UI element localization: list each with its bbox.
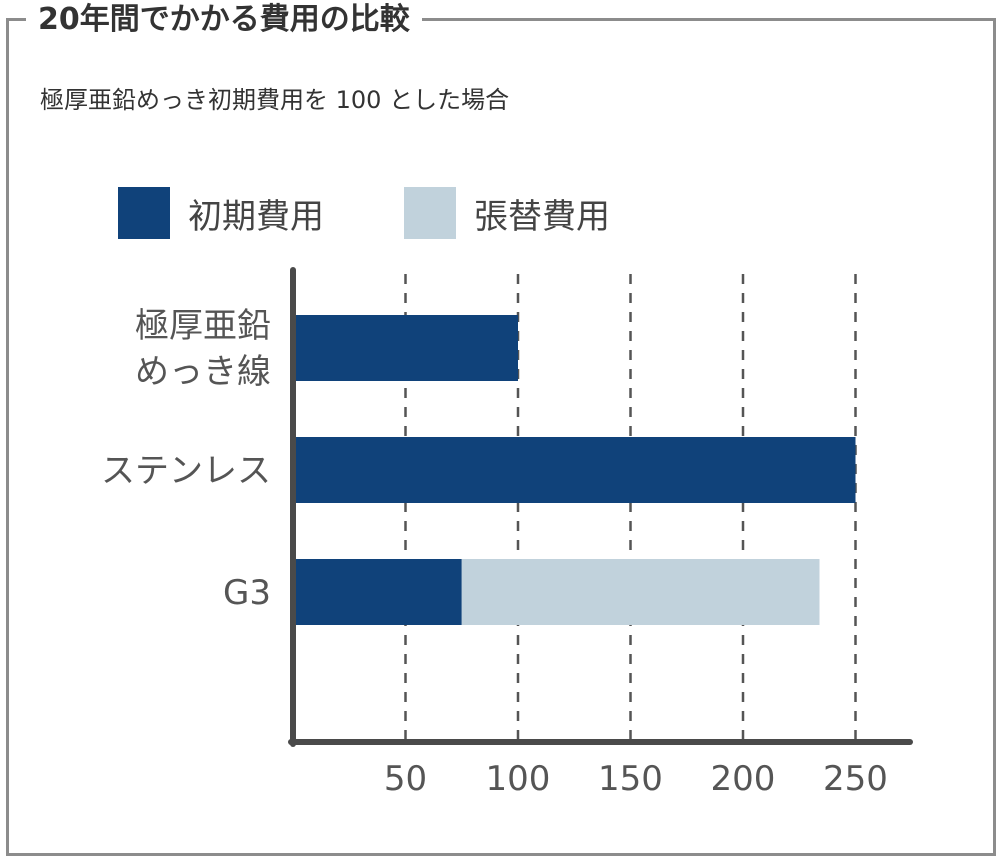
chart-title: 20年間でかかる費用の比較	[26, 0, 422, 40]
legend-swatch-initial	[118, 187, 170, 239]
x-tick-label-50: 50	[384, 759, 427, 799]
bar-1-series-0	[293, 437, 856, 503]
legend-label-initial: 初期費用	[188, 196, 324, 237]
legend-swatch-replacement	[404, 187, 456, 239]
category-label-1-line-0: ステンレス	[101, 451, 271, 491]
bar-2-series-1	[461, 559, 820, 625]
chart-frame	[6, 18, 996, 856]
x-tick-label-250: 250	[823, 759, 888, 799]
legend-label-replacement: 張替費用	[474, 196, 610, 237]
x-tick-label-150: 150	[598, 759, 663, 799]
legend-item-initial: 初期費用	[118, 186, 324, 240]
bar-2-series-0	[293, 559, 462, 625]
legend-item-replacement: 張替費用	[404, 186, 610, 240]
category-label-2-line-0: G3	[223, 573, 271, 613]
category-label-0-line-0: 極厚亜鉛	[135, 306, 271, 346]
category-label-0-line-1: めっき線	[135, 352, 271, 392]
chart-subtitle: 極厚亜鉛めっき初期費用を 100 とした場合	[40, 86, 510, 114]
x-tick-label-200: 200	[711, 759, 776, 799]
bar-0-series-0	[293, 315, 518, 381]
x-tick-label-100: 100	[486, 759, 551, 799]
